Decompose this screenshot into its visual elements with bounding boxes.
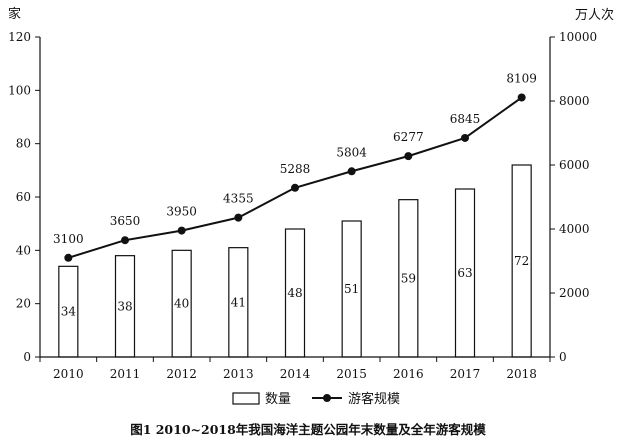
right-tick-label-0: 0 xyxy=(559,350,567,364)
visitors-value-label-2012: 3950 xyxy=(166,205,197,219)
left-tick-label-20: 20 xyxy=(16,297,31,311)
bar-value-label-2011: 38 xyxy=(117,299,132,313)
left-tick-label-80: 80 xyxy=(16,137,31,151)
legend-label-count: 数量 xyxy=(265,392,291,407)
visitors-point-2012 xyxy=(177,226,186,235)
x-tick-label-2010: 2010 xyxy=(53,367,84,381)
x-tick-label-2018: 2018 xyxy=(506,367,537,381)
left-tick-label-60: 60 xyxy=(16,190,31,204)
visitors-value-label-2011: 3650 xyxy=(110,214,141,228)
visitors-value-label-2016: 6277 xyxy=(393,130,424,144)
visitors-point-2011 xyxy=(121,236,129,245)
visitors-point-2017 xyxy=(461,133,469,142)
visitors-point-2013 xyxy=(234,213,243,222)
left-axis-unit: 家 xyxy=(8,6,21,22)
x-tick-label-2012: 2012 xyxy=(166,367,197,381)
visitors-point-2016 xyxy=(404,152,413,161)
bar-series xyxy=(58,164,532,358)
bar-value-label-2016: 59 xyxy=(401,271,416,285)
bar-value-label-2015: 51 xyxy=(344,282,359,296)
left-tick-label-100: 100 xyxy=(8,83,31,97)
x-tick-label-2016: 2016 xyxy=(393,367,424,381)
bar-value-label-2010: 34 xyxy=(61,305,77,319)
legend-label-visitors: 游客规模 xyxy=(348,391,400,407)
x-tick-label-2014: 2014 xyxy=(280,367,311,381)
line-series xyxy=(64,93,526,262)
axes: 0 20 40 60 80 100 120 0 2000 4000 6000 8000 10000 201… xyxy=(8,30,597,381)
x-tick-label-2013: 2013 xyxy=(223,367,254,381)
bar-value-label-2013: 41 xyxy=(231,295,246,309)
right-tick-label-6000: 6000 xyxy=(559,158,590,172)
right-axis-unit: 万人次 xyxy=(575,7,614,23)
visitors-value-label-2013: 4355 xyxy=(223,192,254,206)
right-tick-label-8000: 8000 xyxy=(559,94,590,108)
bar-value-label-2017: 63 xyxy=(457,266,472,280)
chart-title: 图1 2010~2018年我国海洋主题公园年末数量及全年游客规模 xyxy=(130,422,486,437)
x-tick-label-2017: 2017 xyxy=(450,367,481,381)
visitors-value-label-2014: 5288 xyxy=(280,162,311,176)
visitors-value-label-2010: 3100 xyxy=(53,232,84,246)
visitors-point-2015 xyxy=(347,167,356,176)
data-labels: 34 38 40 41 48 51 59 63 72 3100 3650 3950 4355 5288 58… xyxy=(53,72,537,319)
visitors-point-2014 xyxy=(291,183,299,192)
visitors-point-2018 xyxy=(517,93,526,102)
visitors-point-2010 xyxy=(64,253,73,262)
visitors-value-label-2015: 5804 xyxy=(336,145,367,159)
right-tick-label-10000: 10000 xyxy=(559,30,597,44)
right-tick-label-4000: 4000 xyxy=(559,222,590,236)
legend: 数量 游客规模 xyxy=(232,391,400,407)
bar-value-label-2014: 48 xyxy=(287,286,302,300)
left-tick-label-40: 40 xyxy=(16,243,31,257)
x-tick-label-2015: 2015 xyxy=(336,367,367,381)
bar-value-label-2018: 72 xyxy=(514,254,529,268)
visitors-value-label-2018: 8109 xyxy=(506,72,537,86)
left-tick-label-120: 120 xyxy=(8,30,31,44)
bar-value-label-2012: 40 xyxy=(174,297,189,311)
legend-line-marker xyxy=(323,394,331,402)
legend-bar-swatch xyxy=(232,392,260,405)
left-tick-label-0: 0 xyxy=(23,350,31,364)
visitors-value-label-2017: 6845 xyxy=(450,112,481,126)
right-tick-label-2000: 2000 xyxy=(559,286,590,300)
x-tick-label-2011: 2011 xyxy=(110,367,141,381)
